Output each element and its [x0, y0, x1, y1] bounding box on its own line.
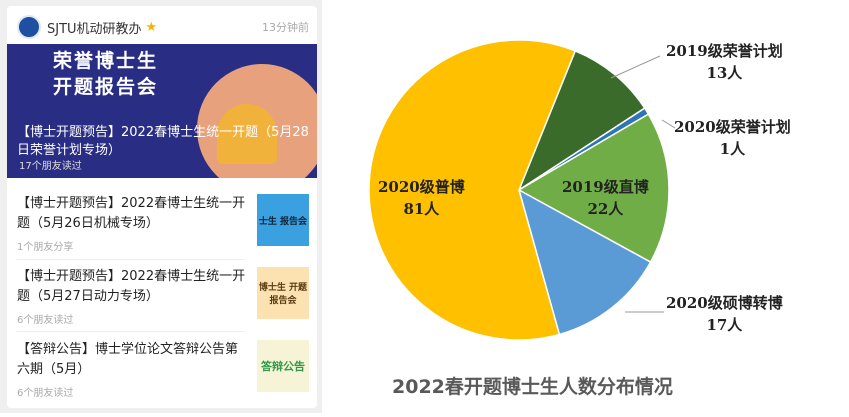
pie-slice: [368, 39, 577, 341]
divider: [17, 331, 245, 332]
account-header[interactable]: SJTU机动研教办 ★ 13分钟前: [17, 14, 309, 40]
star-icon: ★: [145, 19, 158, 35]
label-2019-direct: 2019级直博 22人: [562, 178, 649, 218]
pie-slice: [517, 188, 652, 336]
label-2020-transfer: 2020级硕博转博 17人: [666, 294, 783, 334]
article-meta: 6个朋友读过: [17, 315, 74, 326]
label-2020-regular: 2020级普博 81人: [378, 178, 465, 218]
featured-title[interactable]: 【博士开题预告】2022春博士生统一开题（5月28日荣誉计划专场）: [17, 125, 309, 158]
label-2019-honor: 2019级荣誉计划 13人: [666, 42, 783, 82]
label-2020-honor: 2020级荣誉计划 1人: [674, 118, 791, 158]
account-card: SJTU机动研教办 ★ 13分钟前 荣誉博士生 开题报告会 【博士开题预告】202…: [7, 6, 317, 408]
article-meta: 6个朋友读过: [17, 388, 74, 399]
post-time: 13分钟前: [262, 21, 309, 34]
leader-line: [610, 55, 661, 79]
article-item[interactable]: 【答辩公告】博士学位论文答辩公告第六期（5月） 6个朋友读过 答辩公告: [17, 340, 309, 410]
article-title[interactable]: 【博士开题预告】2022春博士生统一开题（5月26日机械专场）: [17, 196, 246, 231]
pie-slice: [517, 113, 670, 264]
article-title[interactable]: 【博士开题预告】2022春博士生统一开题（5月27日动力专场）: [17, 269, 246, 304]
banner-person-illustration: [217, 104, 277, 164]
article-thumbnail: 博士生 开题报告会: [257, 267, 309, 319]
article-thumbnail: 答辩公告: [257, 340, 309, 392]
chart-title: 2022春开题博士生人数分布情况: [392, 376, 673, 398]
article-meta: 1个朋友分享: [17, 242, 74, 253]
article-feed: SJTU机动研教办 ★ 13分钟前 荣誉博士生 开题报告会 【博士开题预告】202…: [0, 0, 322, 413]
article-item[interactable]: 【博士开题预告】2022春博士生统一开题（5月27日动力专场） 6个朋友读过 博…: [17, 267, 309, 337]
banner-title: 荣誉博士生 开题报告会: [53, 50, 159, 98]
leader-line: [661, 119, 676, 129]
pie-svg: [368, 39, 676, 341]
article-item[interactable]: 【博士开题预告】2022春博士生统一开题（5月26日机械专场） 1个朋友分享 士…: [17, 194, 309, 264]
pie-slice: [517, 49, 646, 192]
featured-article[interactable]: 荣誉博士生 开题报告会 【博士开题预告】2022春博士生统一开题（5月28日荣誉计…: [7, 44, 317, 178]
account-logo: [17, 15, 41, 39]
account-name[interactable]: SJTU机动研教办: [47, 21, 142, 37]
article-thumbnail: 士生 报告会: [257, 194, 309, 246]
article-title[interactable]: 【答辩公告】博士学位论文答辩公告第六期（5月）: [17, 342, 239, 377]
pie-chart: 2019级荣誉计划 13人 2020级荣誉计划 1人 2019级直博 22人 2020…: [330, 0, 849, 413]
featured-meta: 17个朋友读过: [19, 161, 82, 172]
featured-caption: 【博士开题预告】2022春博士生统一开题（5月28日荣誉计划专场） 17个朋友读…: [17, 124, 309, 174]
divider: [17, 259, 245, 260]
